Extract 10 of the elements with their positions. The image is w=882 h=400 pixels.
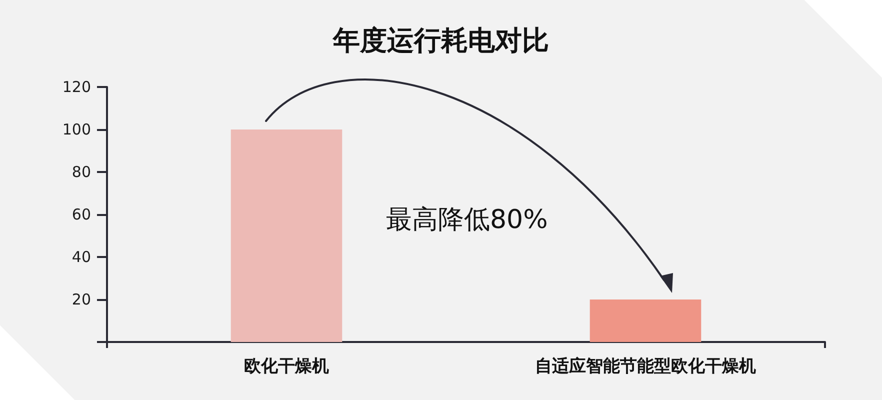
x-tick-label: 自适应智能节能型欧化干燥机 <box>535 356 756 376</box>
y-tick-label: 60 <box>72 206 91 224</box>
y-tick-label: 120 <box>62 78 91 96</box>
y-tick-label: 100 <box>62 120 91 138</box>
y-tick-label: 80 <box>72 163 91 181</box>
y-tick-label: 20 <box>72 290 91 308</box>
y-tick-label: 40 <box>72 248 91 266</box>
annotation: 最高降低80% <box>386 205 548 235</box>
x-tick-label: 欧化干燥机 <box>244 356 329 376</box>
chart-title: 年度运行耗电对比 <box>332 26 549 56</box>
